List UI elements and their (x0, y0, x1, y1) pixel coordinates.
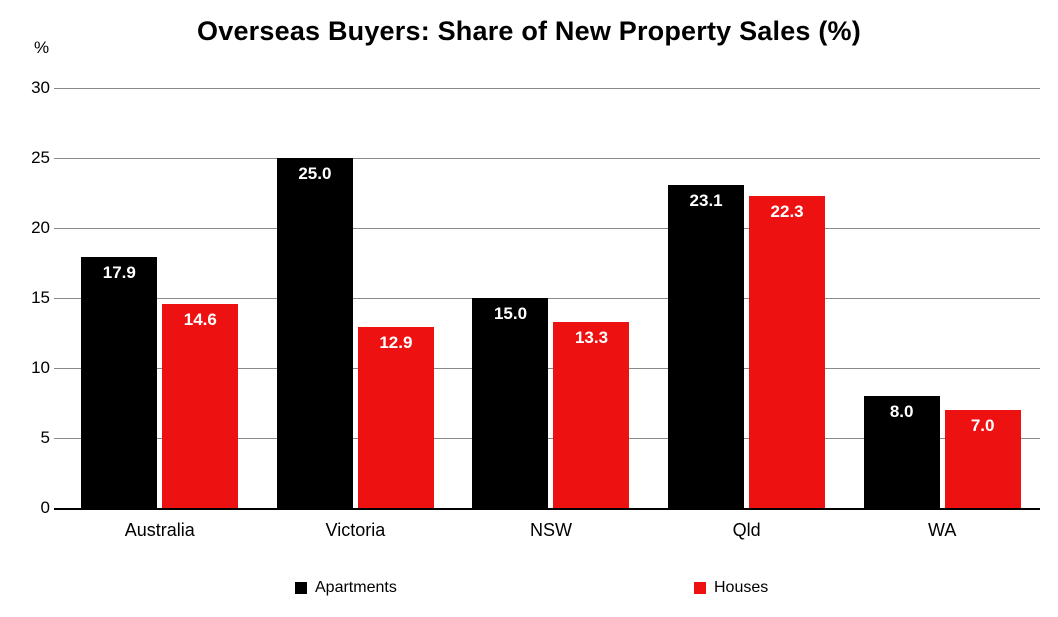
x-axis-line (54, 508, 1040, 510)
bar-group: 15.0 13.3 (453, 88, 649, 508)
bar-value-label: 14.6 (183, 309, 217, 329)
x-axis-category-label: NSW (529, 520, 572, 540)
gridline (54, 158, 1040, 159)
legend-swatch-icon (694, 582, 706, 594)
x-axis-category-label: Victoria (325, 520, 386, 540)
y-axis-unit-label: % (34, 38, 50, 57)
bar-value-label: 12.9 (379, 333, 413, 353)
houses-bar: 13.3 (553, 321, 630, 508)
bar-groups: 17.9 14.6 25.0 12.9 15.0 13.3 23.1 22.3 8.0 7.0 (62, 88, 1040, 508)
apartments-bar: 15.0 (472, 298, 549, 508)
y-axis-tick-label: 20 (31, 218, 50, 237)
x-axis-category-label: Qld (732, 520, 761, 540)
y-axis-tick-label: 25 (31, 148, 50, 167)
bar-value-label: 23.1 (689, 190, 723, 210)
gridline (54, 228, 1040, 229)
y-axis-tick-label: 0 (40, 498, 50, 517)
bar-group: 23.1 22.3 (649, 88, 845, 508)
bar-group: 17.9 14.6 (62, 88, 258, 508)
legend-label: Apartments (315, 579, 397, 596)
houses-bar: 12.9 (357, 327, 434, 508)
plot-area: 17.9 14.6 25.0 12.9 15.0 13.3 23.1 22.3 8.0 7.0 (54, 88, 1040, 510)
apartments-bar: 23.1 (668, 184, 745, 508)
bar-value-label: 15.0 (493, 304, 528, 323)
bar-value-label: 17.9 (102, 263, 136, 283)
chart-title: Overseas Buyers: Share of New Property S… (197, 16, 861, 46)
apartments-bar: 25.0 (276, 158, 353, 508)
bar-value-label: 7.0 (970, 416, 995, 435)
houses-bar: 22.3 (749, 195, 826, 508)
houses-bar: 14.6 (162, 303, 239, 508)
bar-value-label: 25.0 (298, 164, 332, 183)
apartments-bar: 17.9 (81, 257, 158, 508)
y-axis-tick-label: 15 (31, 288, 50, 307)
x-axis-labels: Australia Victoria NSW Qld WA (62, 520, 1040, 541)
legend-item-apartments: Apartments (295, 579, 397, 597)
legend-item-houses: Houses (694, 579, 768, 597)
legend-swatch-icon (295, 582, 307, 594)
legend-label: Houses (714, 579, 769, 596)
apartments-bar: 8.0 (863, 396, 940, 508)
bar-value-label: 22.3 (770, 201, 804, 221)
x-axis-category-label: Australia (124, 520, 195, 540)
x-axis-category-label: WA (928, 520, 957, 540)
bar-group: 8.0 7.0 (844, 88, 1040, 508)
y-axis-tick-label: 30 (31, 78, 50, 97)
gridline (54, 88, 1040, 89)
y-axis-tick-label: 10 (31, 358, 50, 377)
bar-group: 25.0 12.9 (258, 88, 454, 508)
bar-value-label: 13.3 (574, 327, 609, 347)
houses-bar: 7.0 (944, 410, 1021, 508)
bar-value-label: 8.0 (889, 402, 914, 421)
y-axis-tick-label: 5 (40, 428, 50, 447)
